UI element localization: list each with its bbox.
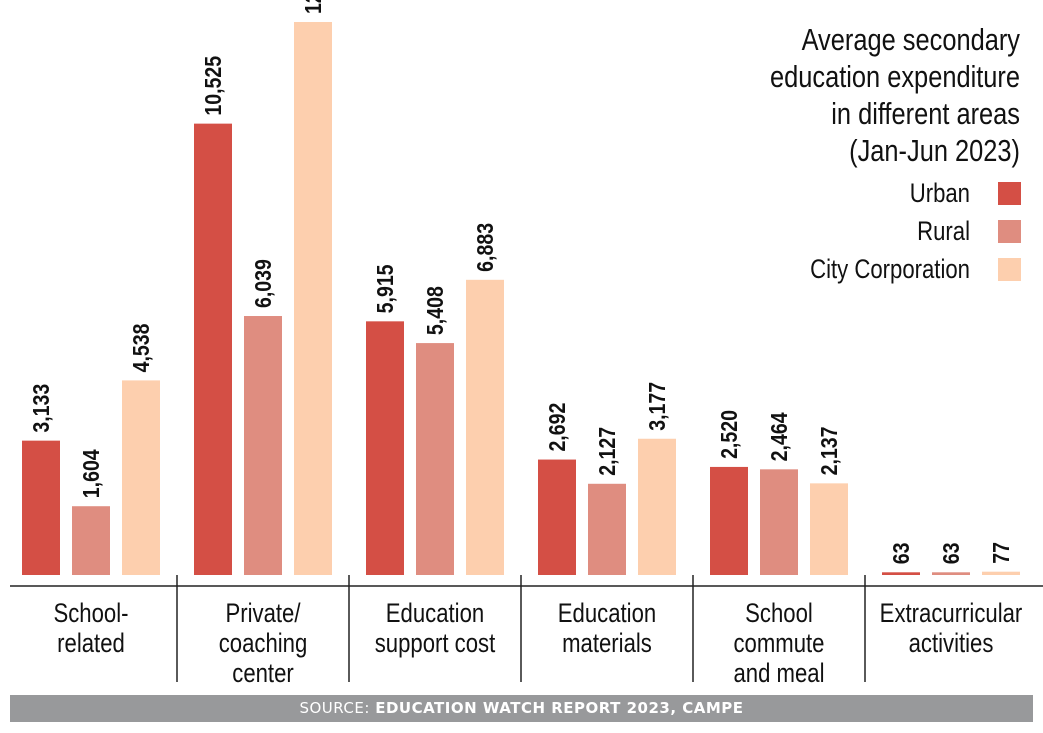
chart-title: education expenditure [770, 60, 1020, 95]
legend-label: Urban [910, 179, 970, 209]
chart-title: in different areas [831, 97, 1020, 132]
bar-urban [22, 440, 60, 575]
data-label: 2,137 [817, 426, 843, 475]
data-label: 3,133 [29, 384, 55, 433]
category-label: activities [909, 629, 994, 659]
bar-city-corporation [122, 380, 160, 575]
category-label: related [57, 629, 125, 659]
category-label: commute [734, 629, 825, 659]
bar-urban [538, 459, 576, 575]
bar-rural [416, 343, 454, 575]
bar-rural [72, 506, 110, 575]
bar-city-corporation [638, 438, 676, 575]
category-label: materials [562, 629, 652, 659]
category-label: coaching [219, 629, 308, 659]
legend-swatch [998, 182, 1021, 205]
data-label: 1,604 [79, 449, 105, 498]
bar-urban [710, 466, 748, 575]
source-bar: SOURCE: EDUCATION WATCH REPORT 2023, CAM… [10, 695, 1033, 722]
bar-city-corporation [810, 483, 848, 575]
legend-swatch [998, 258, 1021, 281]
data-label: 77 [989, 542, 1015, 564]
category-label: center [232, 659, 293, 689]
legend-label: City Corporation [810, 255, 970, 285]
bar-urban [366, 321, 404, 575]
data-label: 63 [939, 542, 965, 564]
category-label: Education [386, 599, 484, 629]
data-label: 63 [889, 542, 915, 564]
bar-urban [194, 123, 232, 575]
bar-rural [760, 469, 798, 575]
bar-urban [882, 572, 920, 575]
bar-city-corporation [466, 279, 504, 575]
category-label: support cost [375, 629, 496, 659]
source-text: EDUCATION WATCH REPORT 2023, CAMPE [375, 699, 744, 717]
source-label: SOURCE: [299, 699, 370, 717]
chart-title: (Jan-Jun 2023) [849, 134, 1020, 169]
legend-swatch [998, 220, 1021, 243]
data-label: 12,895 [301, 0, 327, 14]
data-label: 5,915 [373, 264, 399, 313]
category-label: Private/ [225, 599, 300, 629]
data-label: 6,883 [473, 223, 499, 272]
data-label: 3,177 [645, 382, 671, 431]
chart-title: Average secondary [802, 23, 1021, 58]
data-label: 5,408 [423, 286, 449, 335]
bar-city-corporation [982, 571, 1020, 575]
legend-label: Rural [917, 217, 970, 247]
category-label: School- [53, 599, 128, 629]
data-label: 6,039 [251, 259, 277, 308]
bar-rural [244, 316, 282, 575]
data-label: 10,525 [201, 56, 227, 116]
category-label: Education [558, 599, 656, 629]
category-label: and meal [733, 659, 824, 689]
data-label: 2,520 [717, 410, 743, 459]
data-label: 4,538 [129, 323, 155, 372]
bar-rural [588, 483, 626, 575]
data-label: 2,692 [545, 403, 571, 452]
data-label: 2,127 [595, 427, 621, 476]
bar-rural [932, 572, 970, 575]
bar-city-corporation [294, 22, 332, 575]
category-label: Extracurricular [880, 599, 1023, 629]
bar-chart: School-related 3,133 1,604 4,538 Private/coa… [10, 0, 1043, 689]
data-label: 2,464 [767, 412, 793, 461]
category-label: School [745, 599, 813, 629]
